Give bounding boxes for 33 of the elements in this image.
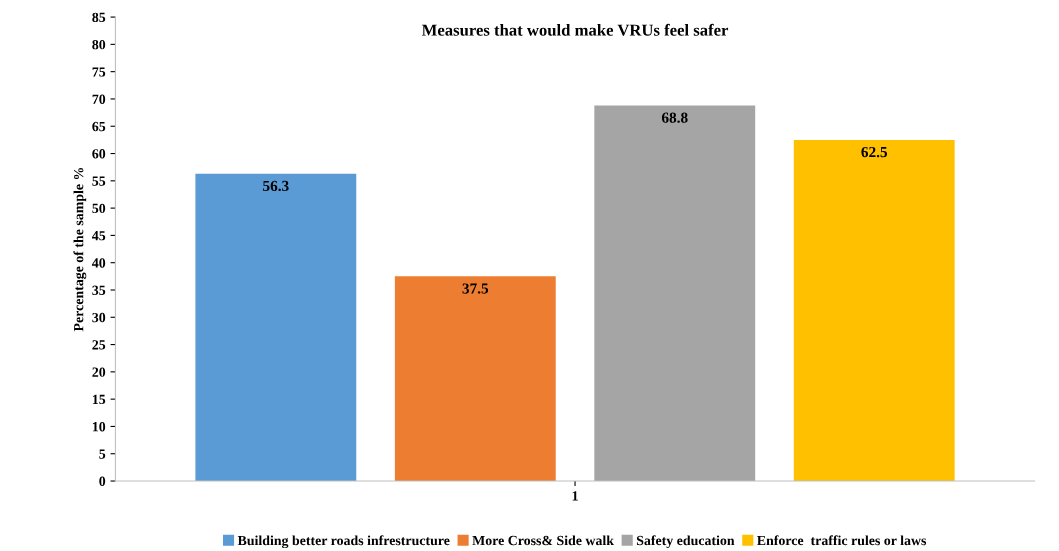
- y-tick-label: 85: [92, 12, 106, 23]
- legend-label: Safety education: [636, 535, 735, 549]
- y-tick-label: 55: [92, 176, 106, 186]
- bar: [594, 105, 756, 482]
- y-tick-label: 70: [92, 94, 106, 104]
- bar: [394, 276, 556, 482]
- y-tick-label: 75: [92, 67, 106, 77]
- y-tick-label: 45: [92, 231, 106, 241]
- y-tick-label: 35: [92, 285, 106, 295]
- y-tick-label: 60: [92, 149, 106, 159]
- y-tick-label: 40: [92, 258, 106, 268]
- y-tick-label: 5: [99, 449, 106, 459]
- legend-label: Building better roads infrestructure: [237, 535, 450, 549]
- y-tick-label: 10: [92, 422, 106, 432]
- bar: [195, 173, 357, 482]
- y-tick-label: 20: [92, 367, 106, 377]
- y-tick-label: 0: [99, 476, 106, 486]
- bar: [793, 139, 955, 482]
- y-tick-label: 25: [92, 340, 106, 350]
- x-tick-label: 1: [572, 491, 578, 501]
- chart-title: Measures that would make VRUs feel safer: [421, 23, 729, 36]
- legend-label: Enforce traffic rules or laws: [757, 535, 927, 546]
- legend-label: More Cross& Side walk: [472, 535, 614, 546]
- y-tick-label: 65: [92, 121, 106, 132]
- y-tick-label: 80: [92, 39, 106, 50]
- y-tick-label: 30: [92, 312, 106, 323]
- y-tick-label: 15: [92, 394, 106, 405]
- data-label: 68.8: [661, 112, 688, 123]
- data-label: 62.5: [861, 146, 888, 158]
- y-tick-label: 50: [92, 203, 106, 214]
- y-axis-title: Percentage of the sample %: [73, 167, 87, 332]
- data-label: 37.5: [462, 283, 489, 294]
- data-label: 56.3: [263, 180, 289, 192]
